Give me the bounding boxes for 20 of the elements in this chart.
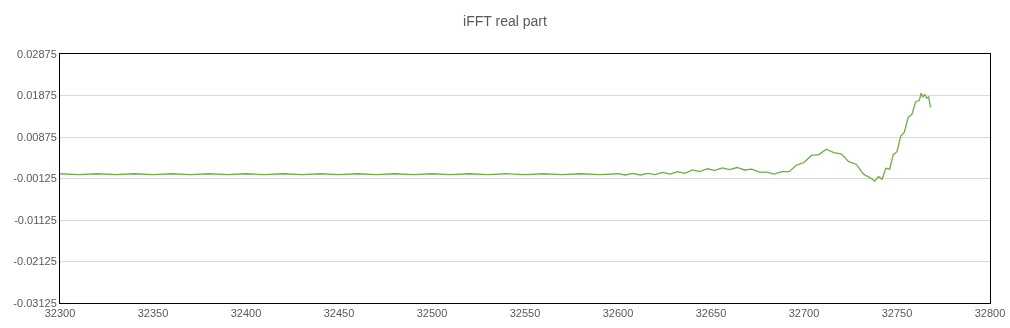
x-tick-label: 32500 [416,307,448,320]
x-tick-label: 32450 [323,307,355,320]
line-series [60,92,932,182]
y-tick-label: -0.03125 [13,296,57,309]
y-tick-label: 0.02875 [17,47,57,60]
x-tick-label: 32400 [230,307,262,320]
chart-title: iFFT real part [463,13,547,30]
y-tick-label: 0.00875 [17,130,57,143]
x-tick-label: 32800 [974,307,1006,320]
x-tick-label: 32300 [44,307,76,320]
x-tick-label: 32750 [881,307,913,320]
y-tick-label: 0.01875 [17,89,57,102]
y-tick-label: -0.01125 [14,213,57,226]
y-tick-label: -0.00125 [13,172,57,185]
x-tick-label: 32600 [602,307,634,320]
x-tick-label: 32350 [137,307,169,320]
x-tick-label: 32650 [695,307,727,320]
x-tick-label: 32550 [509,307,541,320]
x-tick-label: 32700 [788,307,820,320]
y-tick-label: -0.02125 [13,255,57,268]
